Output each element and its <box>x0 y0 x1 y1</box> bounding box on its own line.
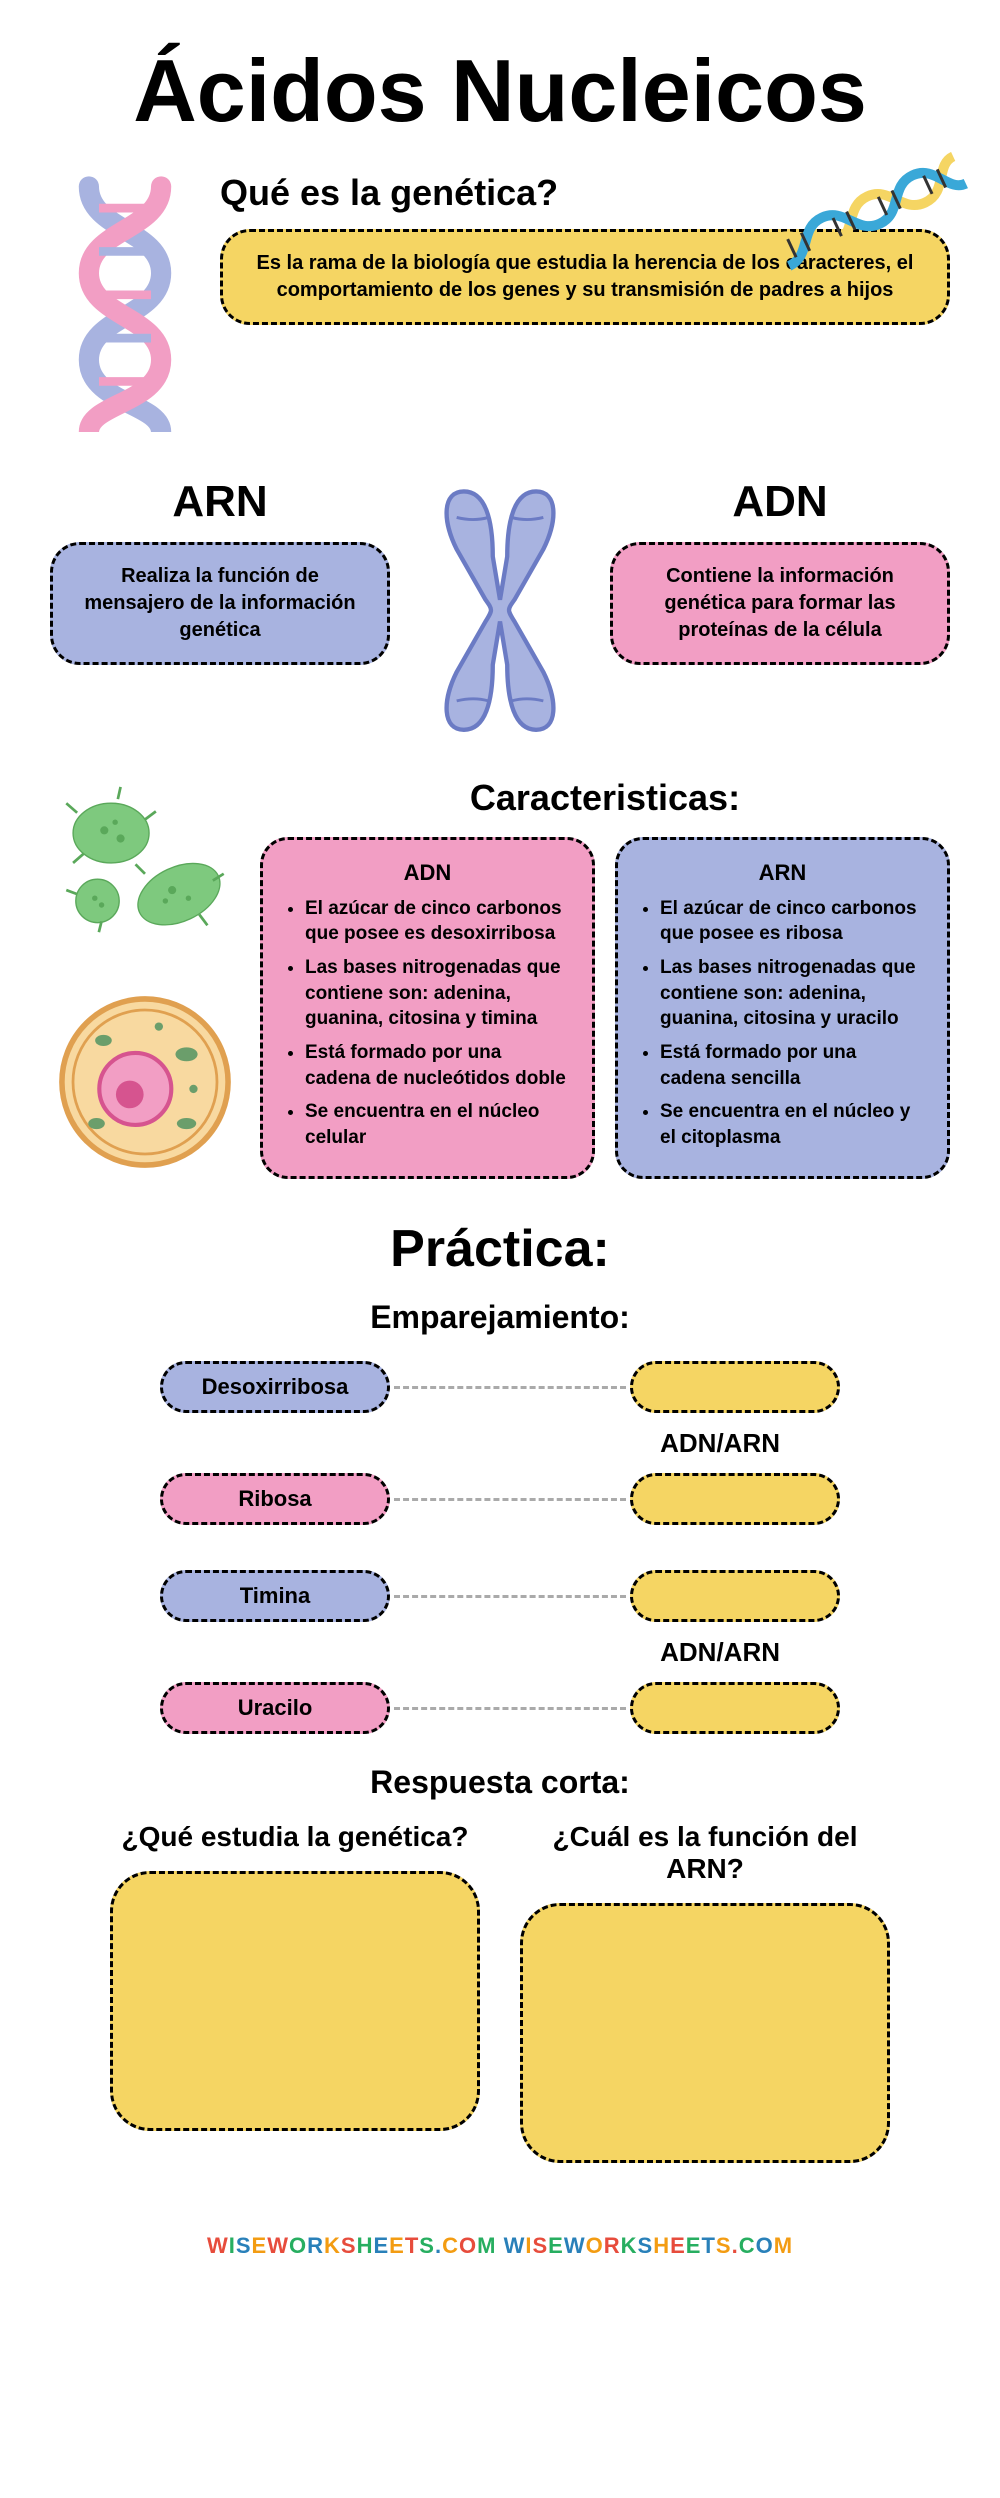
adn-arn-label-2: ADN/ARN <box>160 1637 840 1668</box>
match-pill-ribosa: Ribosa <box>160 1473 390 1525</box>
cell-icon <box>55 992 235 1177</box>
characteristics-heading: Caracteristicas: <box>260 777 950 819</box>
question-2: ¿Cuál es la función del ARN? <box>520 1821 890 1885</box>
adn-title: ADN <box>732 477 827 527</box>
question-1: ¿Qué estudia la genética? <box>110 1821 480 1853</box>
match-connector <box>394 1707 626 1710</box>
matching-heading: Emparejamiento: <box>50 1299 950 1336</box>
arn-description: Realiza la función de mensajero de la in… <box>50 542 390 665</box>
watermark: WISEWORKSHEETS.COM WISEWORKSHEETS.COM <box>50 2213 950 2279</box>
match-answer-4[interactable] <box>630 1682 840 1734</box>
arn-adn-section: ARN Realiza la función de mensajero de l… <box>50 477 950 737</box>
short-answer-heading: Respuesta corta: <box>50 1764 950 1801</box>
bacteria-icon <box>50 777 240 962</box>
characteristics-section: Caracteristicas: ADN El azúcar de cinco … <box>50 777 950 1179</box>
genetics-section: Qué es la genética? Es la rama de la bio… <box>50 172 950 437</box>
practice-heading: Práctica: <box>50 1219 950 1279</box>
match-answer-2[interactable] <box>630 1473 840 1525</box>
dna-helix-icon <box>50 172 200 437</box>
arn-title: ARN <box>172 477 267 527</box>
chromosome-icon <box>410 477 590 737</box>
answer-box-2[interactable] <box>520 1903 890 2163</box>
match-answer-3[interactable] <box>630 1570 840 1622</box>
adn-char-list: El azúcar de cinco carbonos que posee es… <box>283 896 572 1151</box>
match-connector <box>394 1595 626 1598</box>
arn-char-list: El azúcar de cinco carbonos que posee es… <box>638 896 927 1151</box>
page-title: Ácidos Nucleicos <box>50 40 950 142</box>
adn-arn-label-1: ADN/ARN <box>160 1428 840 1459</box>
match-answer-1[interactable] <box>630 1361 840 1413</box>
match-connector <box>394 1498 626 1501</box>
match-pill-timina: Timina <box>160 1570 390 1622</box>
match-pill-desoxirribosa: Desoxirribosa <box>160 1361 390 1413</box>
adn-characteristics-box: ADN El azúcar de cinco carbonos que pose… <box>260 837 595 1179</box>
matching-group-1: Desoxirribosa <box>160 1361 840 1413</box>
arn-characteristics-box: ARN El azúcar de cinco carbonos que pose… <box>615 837 950 1179</box>
matching-group-2: Timina <box>160 1570 840 1622</box>
adn-char-title: ADN <box>283 858 572 888</box>
match-connector <box>394 1386 626 1389</box>
adn-description: Contiene la información genética para fo… <box>610 542 950 665</box>
arn-char-title: ARN <box>638 858 927 888</box>
match-pill-uracilo: Uracilo <box>160 1682 390 1734</box>
answer-box-1[interactable] <box>110 1871 480 2131</box>
